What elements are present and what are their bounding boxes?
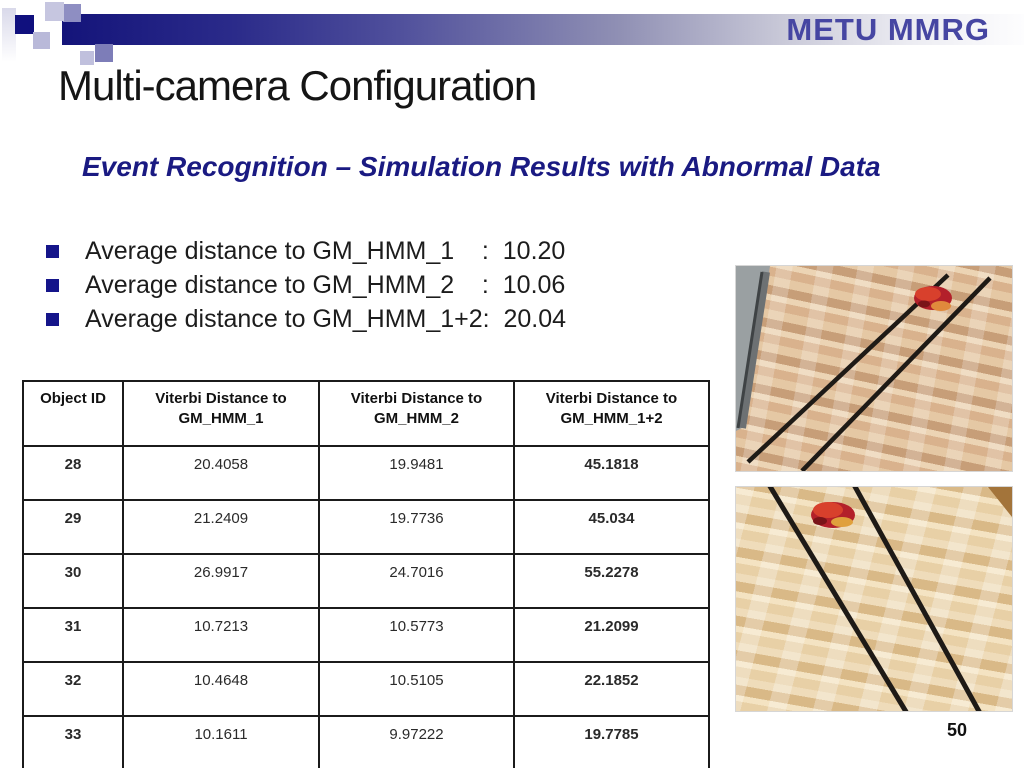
cell-viterbi-1p2: 45.1818	[513, 445, 710, 501]
list-item: Average distance to GM_HMM_1 : 10.20	[46, 237, 566, 271]
cell-object-id: 32	[22, 661, 124, 717]
table-row: 28 20.4058 19.9481 45.1818	[22, 445, 710, 501]
cell-viterbi-2: 24.7016	[318, 553, 515, 609]
cell-viterbi-1p2: 21.2099	[513, 607, 710, 663]
column-header-viterbi-1: Viterbi Distance to GM_HMM_1	[122, 380, 320, 447]
slide-title: Multi-camera Configuration	[58, 62, 537, 109]
cell-object-id: 30	[22, 553, 124, 609]
column-header-viterbi-1p2: Viterbi Distance to GM_HMM_1+2	[513, 380, 710, 447]
bullet-text: Average distance to GM_HMM_2 : 10.06	[85, 271, 566, 299]
deco-square	[63, 4, 81, 22]
deco-square	[33, 32, 50, 49]
bullet-square-icon	[46, 279, 59, 292]
list-item: Average distance to GM_HMM_2 : 10.06	[46, 271, 566, 305]
deco-strip	[2, 8, 16, 62]
slide-subtitle: Event Recognition – Simulation Results w…	[82, 151, 881, 182]
bullet-square-icon	[46, 313, 59, 326]
cell-viterbi-1p2: 55.2278	[513, 553, 710, 609]
floor-track-photo-top	[735, 265, 1013, 472]
cell-viterbi-1p2: 45.034	[513, 499, 710, 555]
page-number: 50	[946, 720, 967, 740]
column-header-viterbi-2: Viterbi Distance to GM_HMM_2	[318, 380, 515, 447]
cell-viterbi-2: 10.5773	[318, 607, 515, 663]
table-row: 29 21.2409 19.7736 45.034	[22, 499, 710, 555]
deco-square	[95, 44, 113, 62]
bullet-text: Average distance to GM_HMM_1+2: 20.04	[85, 305, 567, 333]
list-item: Average distance to GM_HMM_1+2: 20.04	[46, 305, 566, 339]
bullet-square-icon	[46, 245, 59, 258]
table-row: 32 10.4648 10.5105 22.1852	[22, 661, 710, 717]
floor-track-overlay-top	[736, 266, 992, 471]
deco-square	[45, 2, 64, 21]
cell-object-id: 29	[22, 499, 124, 555]
toy-car-icon	[914, 286, 952, 311]
cell-viterbi-1: 21.2409	[122, 499, 320, 555]
table-row: 30 26.9917 24.7016 55.2278	[22, 553, 710, 609]
cell-viterbi-1: 26.9917	[122, 553, 320, 609]
deco-square	[80, 51, 94, 65]
cell-viterbi-1: 10.4648	[122, 661, 320, 717]
cell-viterbi-1p2: 19.7785	[513, 715, 710, 768]
table-row: 31 10.7213 10.5773 21.2099	[22, 607, 710, 663]
deco-square	[15, 15, 34, 34]
table-row: 33 10.1611 9.97222 19.7785	[22, 715, 710, 768]
cell-viterbi-1p2: 22.1852	[513, 661, 710, 717]
column-header-object-id: Object ID	[22, 380, 124, 447]
cell-object-id: 31	[22, 607, 124, 663]
cell-object-id: 33	[22, 715, 124, 768]
cell-viterbi-2: 19.7736	[318, 499, 515, 555]
toy-car-icon	[811, 502, 855, 528]
cell-viterbi-2: 10.5105	[318, 661, 515, 717]
metu-mmrg-logo: METU MMRG	[786, 12, 990, 47]
cell-viterbi-2: 19.9481	[318, 445, 515, 501]
cell-viterbi-2: 9.97222	[318, 715, 515, 768]
cell-viterbi-1: 10.1611	[122, 715, 320, 768]
cell-object-id: 28	[22, 445, 124, 501]
floor-track-overlay-bottom	[767, 487, 1012, 711]
bullet-list: Average distance to GM_HMM_1 : 10.20 Ave…	[46, 237, 566, 339]
table-header-row: Object ID Viterbi Distance to GM_HMM_1 V…	[22, 380, 710, 447]
floor-track-photo-bottom	[735, 486, 1013, 712]
viterbi-distance-table: Object ID Viterbi Distance to GM_HMM_1 V…	[22, 380, 710, 768]
header-gradient-bar	[62, 14, 1024, 45]
cell-viterbi-1: 10.7213	[122, 607, 320, 663]
bullet-text: Average distance to GM_HMM_1 : 10.20	[85, 237, 566, 265]
cell-viterbi-1: 20.4058	[122, 445, 320, 501]
